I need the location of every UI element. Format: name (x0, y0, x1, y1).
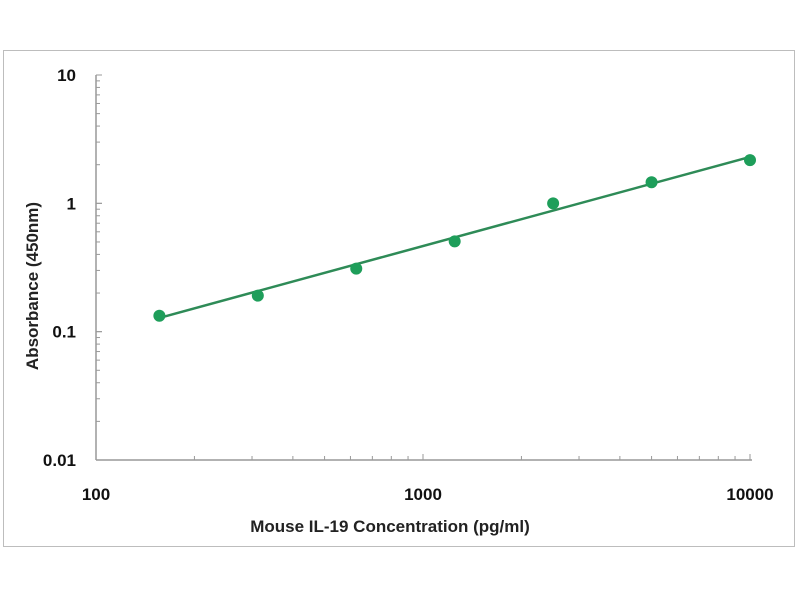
y-tick-label: 1 (67, 194, 76, 213)
chart-frame (3, 50, 795, 547)
y-axis-title: Absorbance (450nm) (23, 202, 42, 370)
y-tick-label: 10 (57, 66, 76, 85)
data-point (153, 309, 166, 322)
data-point (448, 235, 461, 248)
y-tick-label: 0.1 (52, 323, 76, 342)
y-tick-label: 0.01 (43, 451, 76, 470)
data-point (350, 262, 363, 275)
x-tick-label: 1000 (404, 485, 442, 504)
data-point (645, 176, 658, 189)
data-point (251, 289, 264, 302)
data-point (547, 197, 560, 210)
x-axis-title: Mouse IL-19 Concentration (pg/ml) (250, 517, 530, 536)
x-tick-label: 10000 (726, 485, 773, 504)
x-tick-label: 100 (82, 485, 110, 504)
data-point (744, 154, 756, 167)
